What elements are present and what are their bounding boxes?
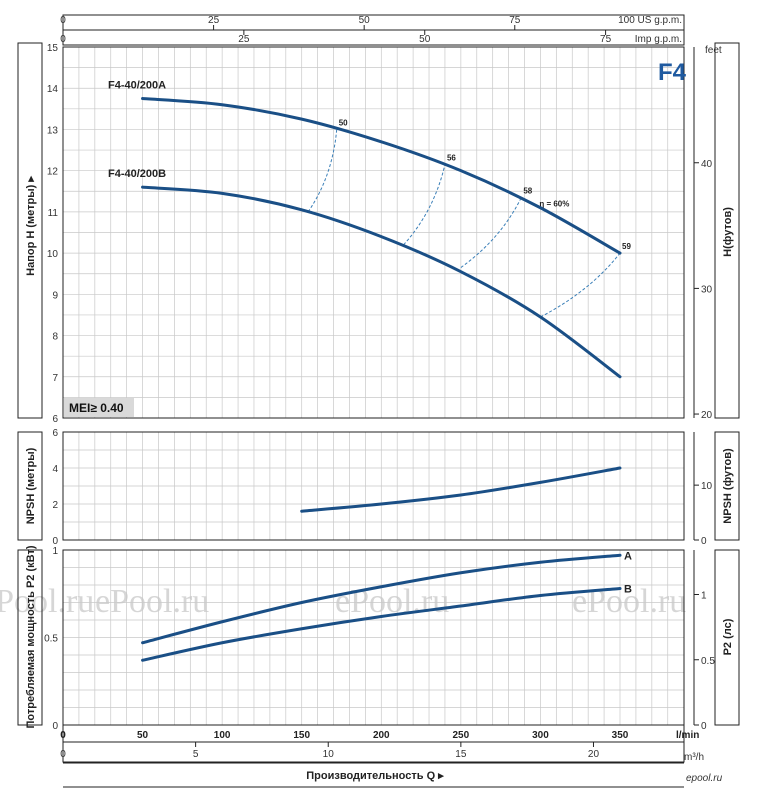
npsh-right-label-box bbox=[714, 431, 740, 541]
npsh-y-tick-label: 0 bbox=[52, 536, 58, 547]
lmin-tick-label: 100 bbox=[214, 730, 231, 741]
power-left-label-box bbox=[17, 549, 43, 726]
lmin-tick-label: 50 bbox=[137, 730, 149, 741]
lmin-unit: l/min bbox=[676, 730, 699, 741]
head-curve-a bbox=[141, 97, 622, 255]
model-badge: F4 bbox=[658, 59, 687, 86]
power-right-tick-label: 0.5 bbox=[701, 656, 715, 667]
m3h-tick-label: 5 bbox=[193, 749, 199, 760]
npsh-right-axis-label: NPSH (футов) bbox=[722, 448, 734, 524]
efficiency-label-50: 50 bbox=[339, 118, 348, 127]
lmin-tick-label: 150 bbox=[293, 730, 310, 741]
lmin-tick-label: 200 bbox=[373, 730, 390, 741]
head-right-tick-label: 20 bbox=[701, 410, 713, 421]
m3h-tick-label: 20 bbox=[588, 749, 600, 760]
head-y-axis-label: Напор H (метры) ▸ bbox=[25, 176, 37, 276]
mei-label: MEI≥ 0.40 bbox=[69, 401, 124, 415]
head-series-label-a: F4-40/200A bbox=[108, 80, 166, 92]
npsh-curve bbox=[300, 466, 622, 513]
lmin-tick-label: 300 bbox=[532, 730, 549, 741]
power-curve-b bbox=[141, 587, 622, 662]
us-gpm-tick-label: 25 bbox=[208, 15, 220, 26]
power-right-axis-label: P2 (лс) bbox=[722, 618, 734, 655]
watermark: ePool.ru bbox=[572, 583, 686, 620]
mei-box bbox=[64, 398, 134, 417]
m3h-tick-label: 15 bbox=[455, 749, 467, 760]
head-right-axis-label: H(футов) bbox=[722, 207, 734, 257]
npsh-right-tick-label: 10 bbox=[701, 481, 713, 492]
imp-gpm-tick-label: 0 bbox=[60, 34, 66, 45]
power-series-label-a: A bbox=[624, 550, 632, 562]
npsh-y-tick-label: 4 bbox=[52, 464, 58, 475]
npsh-left-label-box bbox=[17, 431, 43, 541]
head-y-tick-label: 13 bbox=[47, 125, 59, 136]
watermark: ePool.ru bbox=[0, 583, 94, 620]
head-right-tick-label: 30 bbox=[701, 284, 713, 295]
power-curve-a bbox=[141, 553, 622, 645]
head-y-tick-label: 15 bbox=[47, 43, 59, 54]
right-unit-feet: feet bbox=[705, 45, 722, 56]
us-gpm-tick-label: 75 bbox=[509, 15, 521, 26]
power-right-tick-label: 1 bbox=[701, 591, 707, 602]
head-y-tick-label: 9 bbox=[52, 290, 58, 301]
head-y-tick-label: 14 bbox=[47, 84, 59, 95]
lmin-tick-label: 350 bbox=[612, 730, 629, 741]
head-series-label-b: F4-40/200B bbox=[108, 168, 166, 180]
us-gpm-tick-label: 50 bbox=[359, 15, 371, 26]
power-right-tick-label: 0 bbox=[701, 721, 707, 732]
footer-logo: epool.ru bbox=[686, 773, 723, 784]
efficiency-line-56 bbox=[403, 164, 446, 246]
head-y-tick-label: 8 bbox=[52, 332, 58, 343]
head-right-tick-label: 40 bbox=[701, 159, 713, 170]
imp-gpm-tick-label: 25 bbox=[238, 34, 250, 45]
efficiency-label-56: 56 bbox=[447, 153, 456, 162]
head-y-tick-label: 7 bbox=[52, 373, 58, 384]
npsh-y-axis-label: NPSH (метры) bbox=[25, 447, 37, 524]
power-right-label-box bbox=[714, 549, 740, 726]
power-series-label-b: B bbox=[624, 584, 632, 596]
npsh-right-tick-label: 0 bbox=[701, 536, 707, 547]
head-left-label-box bbox=[17, 42, 43, 419]
lmin-tick-label: 250 bbox=[453, 730, 470, 741]
us-gpm-tick-label: 0 bbox=[60, 15, 66, 26]
imp-gpm-tick-label: 50 bbox=[419, 34, 431, 45]
power-y-tick-label: 1 bbox=[52, 546, 58, 557]
m3h-unit: m³/h bbox=[684, 752, 704, 763]
efficiency-label-58: 58 bbox=[523, 186, 532, 195]
watermark: ePool.ru bbox=[95, 583, 209, 620]
head-y-tick-label: 11 bbox=[48, 208, 59, 219]
lmin-tick-label: 0 bbox=[60, 730, 66, 741]
power-y-tick-label: 0.5 bbox=[44, 634, 58, 645]
imp-gpm-tick-label: 75 bbox=[600, 34, 612, 45]
head-right-label-box bbox=[714, 42, 740, 419]
m3h-tick-label: 10 bbox=[323, 749, 335, 760]
imp-gpm-unit: Imp g.p.m. bbox=[635, 34, 682, 45]
efficiency-line-59 bbox=[540, 252, 621, 318]
efficiency-line-50 bbox=[307, 129, 338, 213]
efficiency-eta-label: η = 60% bbox=[539, 199, 569, 208]
m3h-tick-label: 0 bbox=[60, 749, 66, 760]
head-y-tick-label: 6 bbox=[52, 414, 58, 425]
head-y-tick-label: 10 bbox=[47, 249, 59, 260]
head-y-tick-label: 12 bbox=[47, 167, 59, 178]
x-axis-label: Производительность Q ▸ bbox=[306, 770, 444, 782]
us-gpm-unit: 100 US g.p.m. bbox=[618, 15, 682, 26]
npsh-frame bbox=[62, 431, 685, 541]
head-frame bbox=[62, 46, 685, 419]
npsh-y-tick-label: 6 bbox=[52, 428, 58, 439]
npsh-y-tick-label: 2 bbox=[52, 500, 58, 511]
head-curve-b bbox=[141, 185, 622, 379]
power-y-axis-label: Потребляемая мощность P2 (кВт) bbox=[25, 545, 37, 728]
efficiency-label-59: 59 bbox=[622, 242, 631, 251]
power-y-tick-label: 0 bbox=[52, 721, 58, 732]
efficiency-line-58 bbox=[460, 197, 522, 268]
